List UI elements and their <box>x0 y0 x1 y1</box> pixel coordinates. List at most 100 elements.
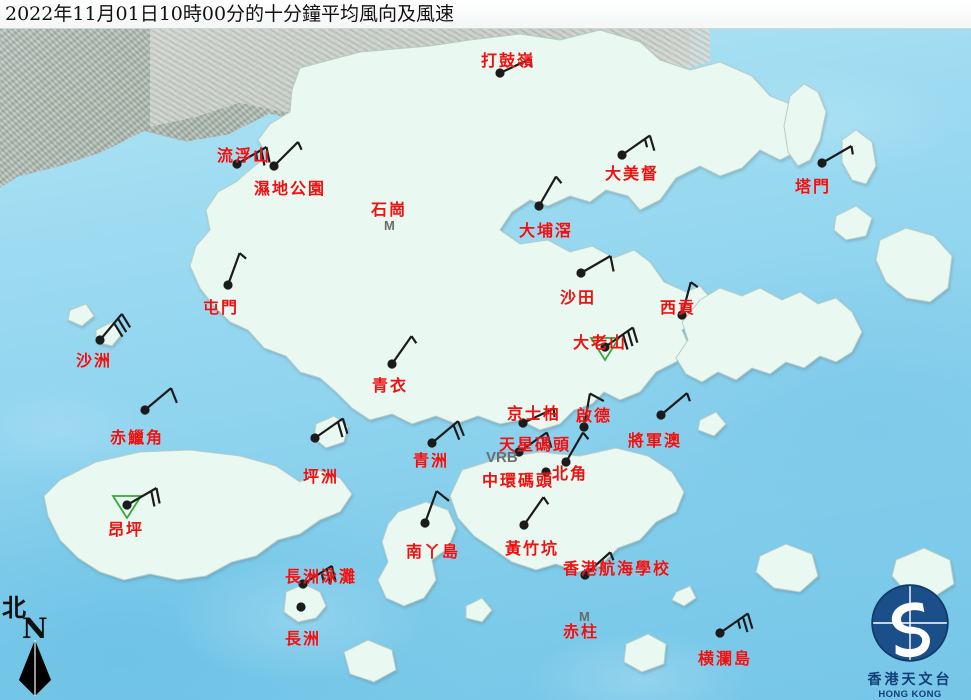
wind-barb-full <box>120 313 132 329</box>
station-name-label: 西貢 <box>660 298 697 317</box>
wind-barb-staff <box>391 335 413 365</box>
wind-barb-full <box>746 613 754 629</box>
wind-barb-full <box>435 490 450 502</box>
wind-barb-staff <box>621 134 651 156</box>
wind-barb-half <box>850 145 854 155</box>
wind-barb-staff <box>144 387 172 411</box>
station-name-label: 沙田 <box>560 288 597 307</box>
wind-barb-half <box>238 252 247 260</box>
station-name-label: 赤柱 <box>563 622 600 641</box>
station-name-label: 打鼓嶺 <box>481 51 536 70</box>
wind-barb-full <box>330 565 337 582</box>
station-name-label: 啟德 <box>576 406 613 425</box>
station-name-label: 塔門 <box>795 177 832 196</box>
compass-needle-icon <box>19 640 51 696</box>
wind-barb-full <box>325 568 332 585</box>
wind-barb-staff <box>680 281 692 316</box>
wind-barb-staff <box>538 176 557 207</box>
wind-barb-half <box>643 138 649 148</box>
compass-rose: 北 N <box>2 588 80 700</box>
wind-barb-full <box>170 387 178 404</box>
wind-barb-full <box>589 392 605 403</box>
wind-barb-full <box>113 322 124 338</box>
wind-barb-full <box>260 149 266 166</box>
wind-barb-half <box>410 335 418 344</box>
station-name-label: 長洲 <box>285 629 322 648</box>
wind-barb-staff <box>226 252 241 286</box>
wind-barb-staff <box>99 313 123 341</box>
wind-barb-full <box>117 317 128 333</box>
station-triangle-icon <box>111 495 143 520</box>
wind-barb-half <box>609 551 615 561</box>
wind-barb-full <box>631 327 639 343</box>
hko-emblem-icon <box>871 584 949 662</box>
wind-barb-full <box>452 424 461 441</box>
maintenance-code: M <box>384 218 395 233</box>
compass-label-cn: 北 <box>2 593 26 622</box>
station-name-label: 青洲 <box>413 451 450 470</box>
wind-barb-half <box>542 496 550 505</box>
wind-barb-half <box>297 141 303 151</box>
wind-barb-half <box>736 620 742 629</box>
station-triangle-icon <box>589 337 621 362</box>
wind-barb-half <box>254 152 259 162</box>
wind-barb-full <box>626 330 634 347</box>
wind-barb-full <box>741 616 749 633</box>
wind-barb-staff <box>582 393 591 428</box>
wind-barb-full <box>457 420 465 437</box>
station-name-label: 南丫島 <box>406 542 461 561</box>
wind-barb-half <box>686 392 691 402</box>
wind-barb-staff <box>423 490 438 524</box>
compass-label-en: N <box>22 612 48 645</box>
wind-barb-staff <box>580 255 611 274</box>
wind-barb-full <box>265 146 271 163</box>
wind-barb-staff <box>719 612 749 634</box>
station-name-label: 長洲泳灘 <box>285 567 358 586</box>
wind-barb-full <box>621 334 629 350</box>
station-dot-icon <box>541 467 551 477</box>
wind-barb-half <box>582 431 590 440</box>
wind-barb-staff <box>523 496 545 526</box>
station-name-label: 黃竹坑 <box>505 539 560 558</box>
station-name-label: 大美督 <box>605 164 660 183</box>
station-name-label: 天星碼頭 <box>499 435 572 454</box>
wind-barb-staff <box>604 326 634 348</box>
station-name-label: 横瀾島 <box>698 649 753 668</box>
station-name-label: 赤鱲角 <box>110 428 165 447</box>
wind-barb-staff <box>126 487 157 506</box>
wind-barb-staff <box>273 141 299 167</box>
wind-barb-full <box>341 418 349 434</box>
wind-barb-full <box>648 135 656 151</box>
wind-barb-half <box>320 572 325 581</box>
station-name-label: 沙洲 <box>76 351 113 370</box>
station-name-label: 濕地公園 <box>254 179 327 198</box>
wind-barb-staff <box>584 551 612 576</box>
wind-barb-staff <box>821 145 852 164</box>
wind-barb-half <box>555 175 563 184</box>
wind-barb-half <box>552 408 556 418</box>
station-name-label: 中環碼頭 <box>482 471 555 490</box>
title-bar: 2022年11月01日10時00分的十分鐘平均風向及風速 <box>0 0 971 29</box>
station-name-label: 北角 <box>552 464 589 483</box>
page-title: 2022年11月01日10時00分的十分鐘平均風向及風速 <box>5 3 455 25</box>
station-name-label: 坪洲 <box>303 467 340 486</box>
wind-barb-staff <box>660 392 688 416</box>
station-name-label: 青衣 <box>372 376 409 395</box>
wind-barb-full <box>336 421 344 438</box>
wind-barb-staff <box>431 420 459 444</box>
wind-barb-staff <box>499 57 532 74</box>
station-name-label: 大老山 <box>573 333 628 352</box>
wind-barb-staff <box>518 431 548 453</box>
wind-barb-staff <box>565 432 584 463</box>
wind-barb-staff <box>522 407 555 424</box>
hko-logo-en: HONG KONG OBSERVATORY <box>878 689 942 700</box>
wind-barb-full <box>545 432 553 448</box>
maintenance-code: M <box>579 609 590 624</box>
wind-barb-staff <box>236 146 267 165</box>
station-name-label: 流浮山 <box>217 146 272 165</box>
hko-logo: 香港天文台 HONG KONG OBSERVATORY <box>849 578 971 700</box>
station-name-label: 昂坪 <box>108 520 145 539</box>
station-name-label: 石崗 <box>371 200 408 219</box>
